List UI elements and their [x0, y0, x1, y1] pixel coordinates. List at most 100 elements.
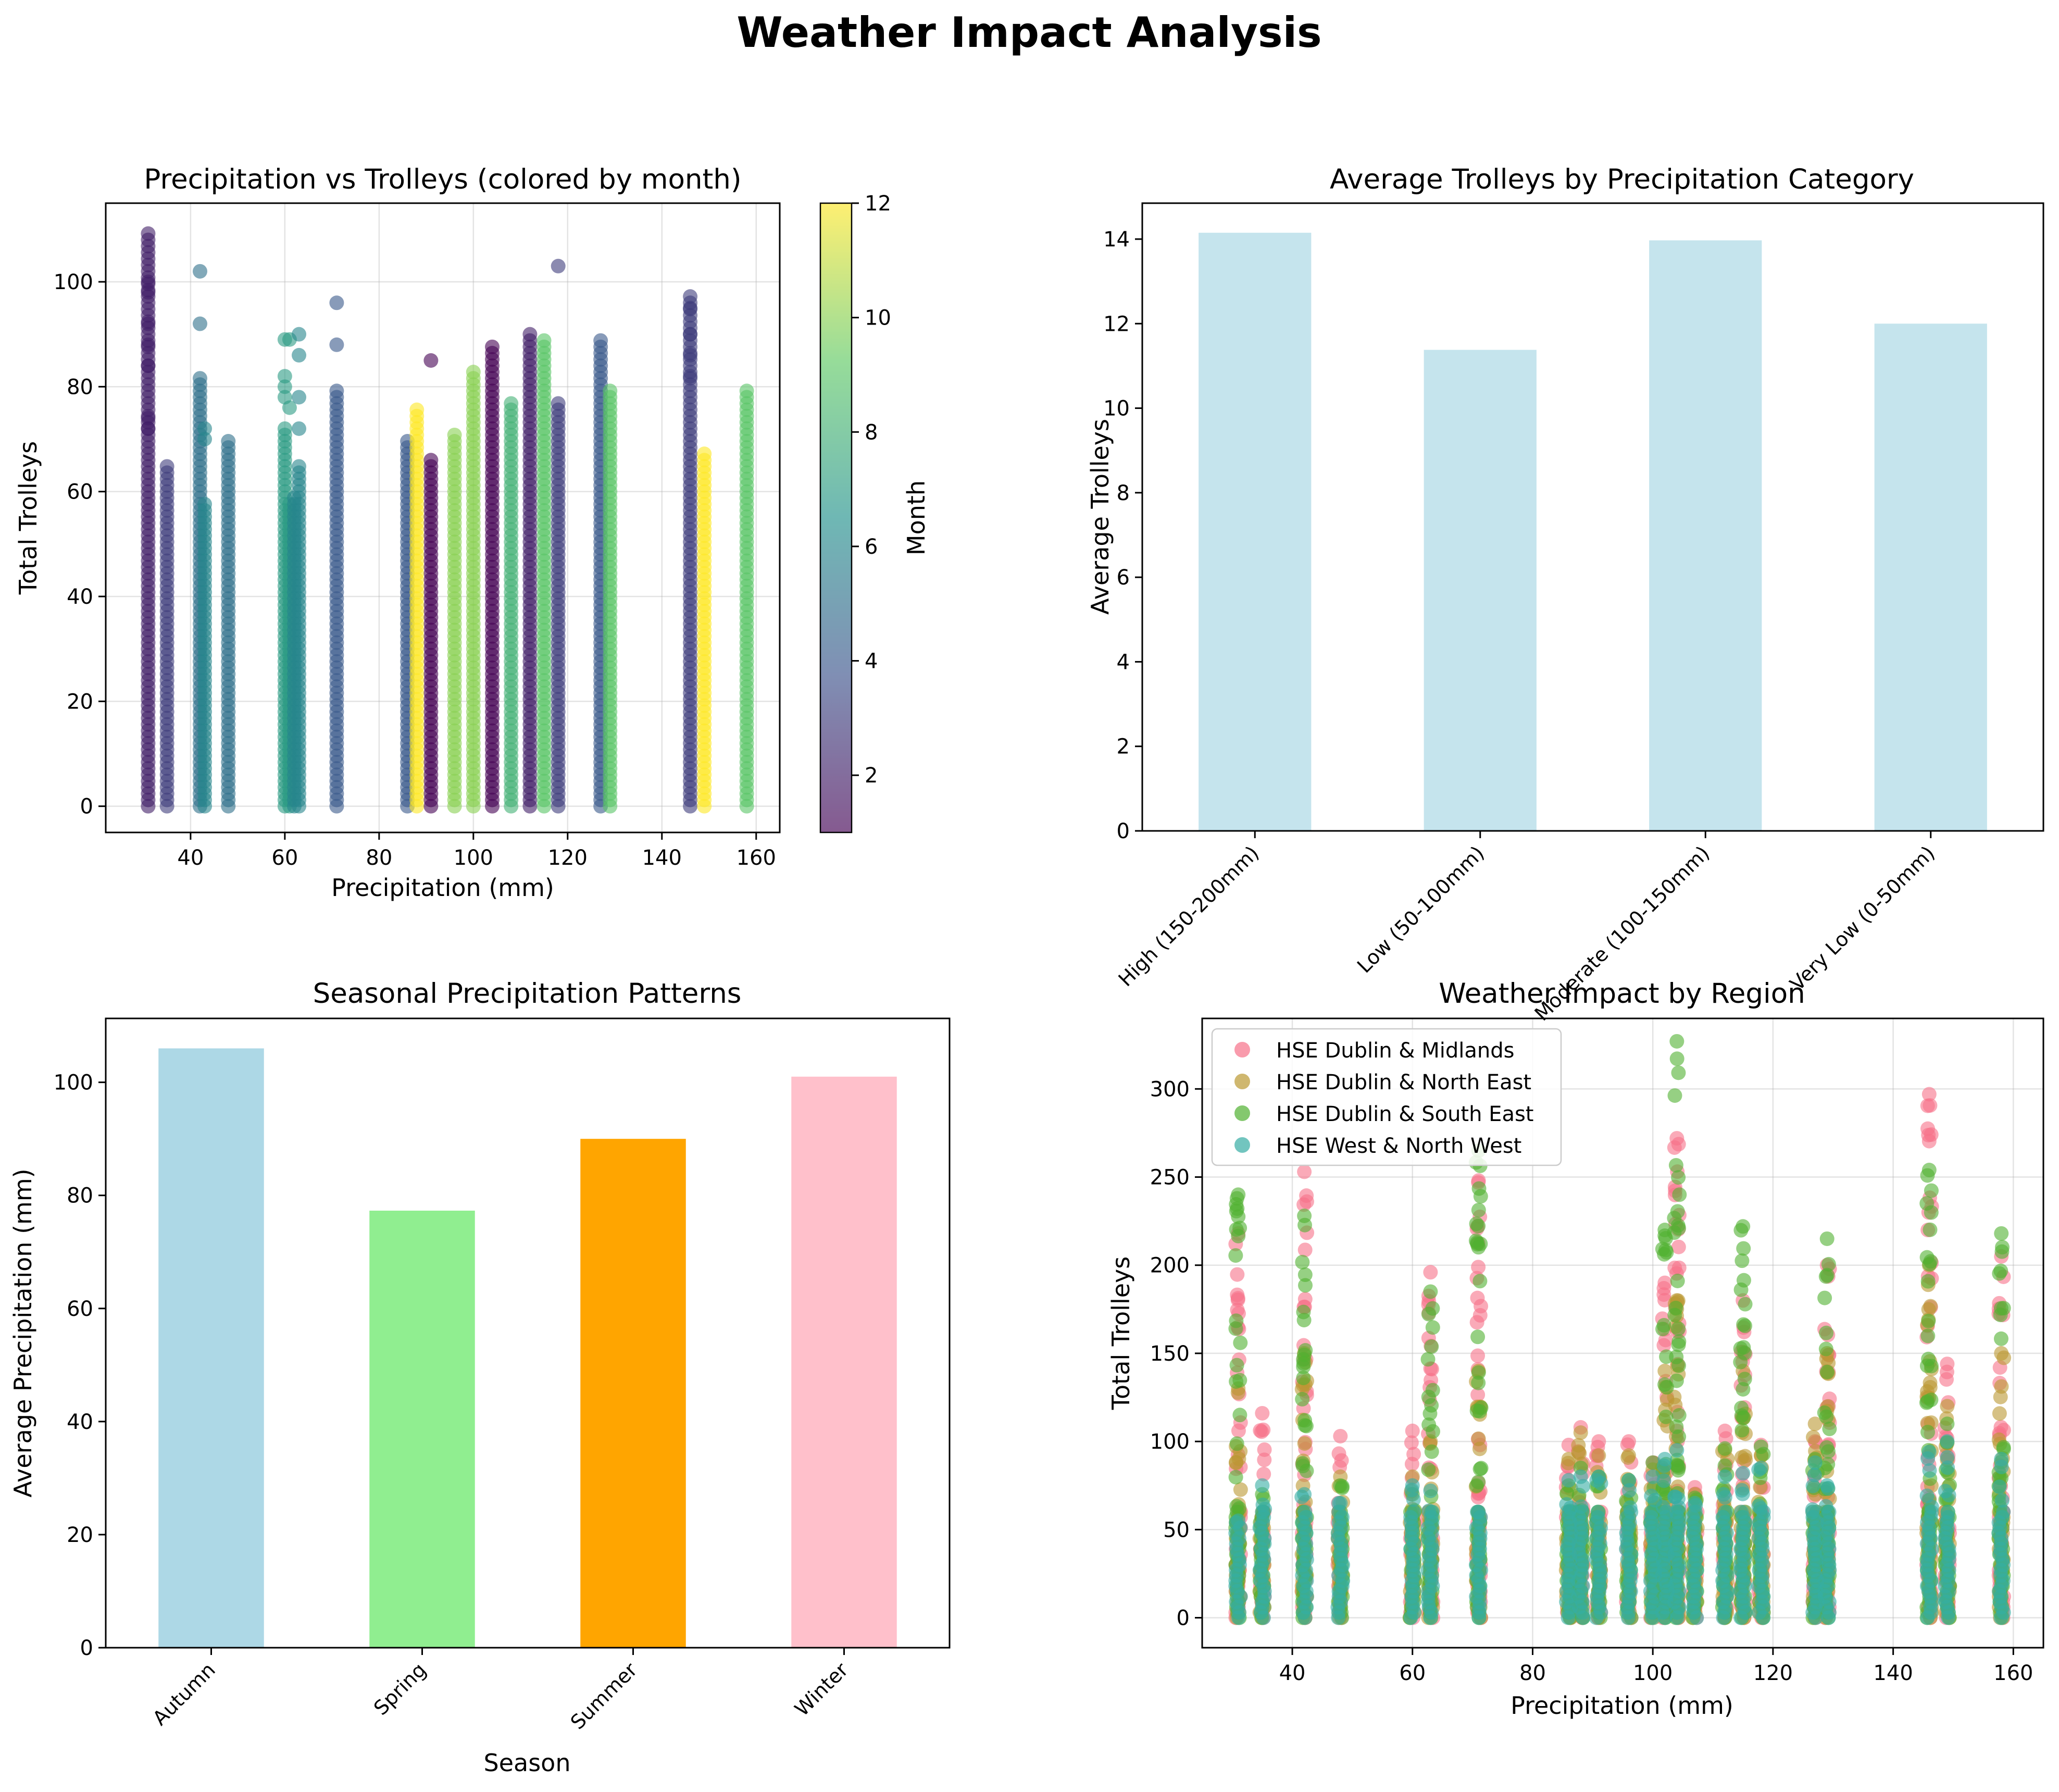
- p2-title: Average Trolleys by Precipitation Catego…: [1330, 164, 1914, 195]
- p1-colorbar-tick-label-2: 6: [865, 535, 878, 559]
- p1-colorbar: [820, 203, 852, 832]
- p4-point-2390: [1623, 1500, 1638, 1515]
- p4-title: Weather Impact by Region: [1439, 978, 1805, 1010]
- p1-point-1153: [522, 327, 538, 342]
- p1-point-1436: [603, 383, 618, 399]
- p2-bar-0: [1199, 232, 1312, 831]
- p1-point-450: [282, 400, 297, 415]
- p4-point-2490: [1687, 1496, 1702, 1511]
- p2-y-tick-label-0: 0: [1117, 819, 1130, 843]
- p4-point-1837: [1671, 1429, 1687, 1444]
- p1-point-628: [329, 337, 344, 352]
- p4-point-2610: [1818, 1499, 1833, 1514]
- p1-point-153: [159, 459, 174, 474]
- p3-y-tick-label-1: 20: [67, 1523, 93, 1547]
- p4-point-1834: [1668, 1300, 1683, 1315]
- p4-point-2204: [1297, 1487, 1312, 1502]
- p4-point-1394: [1992, 1406, 2007, 1421]
- p1-colorbar-frame: [819, 202, 853, 833]
- p4-y-tick-label-1: 50: [1163, 1518, 1190, 1542]
- p4-point-1838: [1671, 1321, 1686, 1336]
- p4-point-2441: [1657, 1451, 1673, 1466]
- p4-point-2467: [1669, 1443, 1684, 1458]
- p4-point-2009: [1820, 1457, 1836, 1472]
- p4-point-1264: [1806, 1430, 1821, 1445]
- p4-point-1528: [1333, 1478, 1348, 1493]
- p4-point-1621: [1473, 1274, 1488, 1289]
- p4-point-2059: [1922, 1256, 1937, 1272]
- p1-point-94: [141, 316, 156, 331]
- p4-point-1930: [1734, 1408, 1749, 1423]
- p3-bars: [158, 1048, 897, 1648]
- p1-point-334: [221, 434, 236, 449]
- p4-x-tick-label-2: 80: [1519, 1661, 1546, 1685]
- p4-y-tick-label-3: 150: [1150, 1342, 1190, 1366]
- p4-point-2320: [1561, 1473, 1576, 1488]
- p4-point-2017: [1822, 1421, 1837, 1436]
- p2-bar-2: [1649, 240, 1762, 831]
- p3-y-label: Average Precipitation (mm): [9, 1168, 37, 1497]
- p1-point-557: [292, 347, 307, 363]
- p4-point-1620: [1473, 1462, 1488, 1477]
- p4-x-ticks: 40 60 80 100 120 140 160: [1279, 1648, 2033, 1685]
- p4-point-674: [1920, 1121, 1936, 1136]
- p4-point-2365: [1591, 1504, 1606, 1520]
- p1-point-223: [192, 264, 207, 279]
- p4-point-989: [1572, 1446, 1587, 1461]
- p4-point-2022: [1818, 1269, 1833, 1284]
- p4-point-1935: [1736, 1219, 1751, 1234]
- p4-point-2019: [1821, 1256, 1836, 1272]
- p1-colorbar-label: Month: [902, 480, 930, 555]
- p3-x-label: Season: [484, 1749, 571, 1777]
- p2-y-tick-label-4: 8: [1117, 481, 1130, 505]
- p1-point-1012: [485, 339, 500, 354]
- p4-point-234: [1471, 1260, 1486, 1275]
- p4-point-2010: [1819, 1325, 1834, 1340]
- p4-point-2063: [1919, 1358, 1935, 1373]
- p4-point-2097: [1940, 1416, 1955, 1432]
- p4-legend-marker-3: [1234, 1137, 1250, 1153]
- p4-point-1579: [1424, 1339, 1439, 1354]
- p4-y-label: Total Trolleys: [1107, 1256, 1135, 1411]
- p4-frame: [1201, 1017, 2044, 1649]
- p4-point-1436: [1229, 1374, 1244, 1389]
- p2-y-tick-label-2: 4: [1117, 650, 1130, 674]
- p4-legend-label-1: HSE Dublin & North East: [1276, 1071, 1531, 1094]
- p1-point-397: [277, 369, 292, 384]
- p4-point-1816: [1668, 1158, 1683, 1173]
- p4-point-1366: [1940, 1399, 1955, 1414]
- p1-point-555: [292, 459, 307, 474]
- figure-title: Weather Impact Analysis: [737, 8, 1321, 57]
- p4-point-2638: [1921, 1445, 1937, 1460]
- p4-x-tick-label-5: 140: [1873, 1661, 1913, 1685]
- p2-frame: [1141, 202, 2044, 832]
- p4-point-1934: [1734, 1253, 1750, 1268]
- p4-point-1495: [1295, 1456, 1310, 1471]
- p4-point-678: [1920, 1098, 1935, 1113]
- p4-legend-label-2: HSE Dublin & South East: [1276, 1102, 1533, 1126]
- p3-y-ticks: 0 20 40 60 80 100: [54, 1071, 106, 1660]
- p4-point-778: [1229, 1455, 1244, 1470]
- p3-y-tick-label-4: 80: [67, 1184, 93, 1208]
- p4-point-1427: [1233, 1335, 1248, 1350]
- p4-point-2439: [1656, 1473, 1671, 1488]
- p4-point-2051: [1924, 1392, 1939, 1408]
- p4-point-2062: [1920, 1274, 1936, 1289]
- p4-point-1584: [1425, 1320, 1440, 1335]
- p2-y-tick-label-1: 2: [1117, 735, 1130, 759]
- p4-point-2635: [1922, 1463, 1937, 1478]
- p1-frame: [105, 202, 781, 833]
- p4-point-2251: [1405, 1478, 1420, 1493]
- p4-legend-box: [1211, 1028, 1562, 1166]
- p4-point-1493: [1298, 1278, 1313, 1293]
- p1-point-1522: [683, 369, 698, 384]
- p4-point-1498: [1296, 1356, 1311, 1371]
- p1-colorbar-tick-label-0: 2: [865, 764, 878, 788]
- panel-precip-vs-trolleys: Precipitation vs Trolleys (colored by mo…: [14, 164, 930, 902]
- p4-point-2274: [1423, 1483, 1438, 1498]
- p4-point-1434: [1229, 1358, 1244, 1373]
- p4-point-66: [1253, 1423, 1268, 1438]
- p4-point-2016: [1818, 1341, 1833, 1357]
- p4-point-1586: [1424, 1444, 1439, 1459]
- p4-points: [1228, 1034, 2012, 1625]
